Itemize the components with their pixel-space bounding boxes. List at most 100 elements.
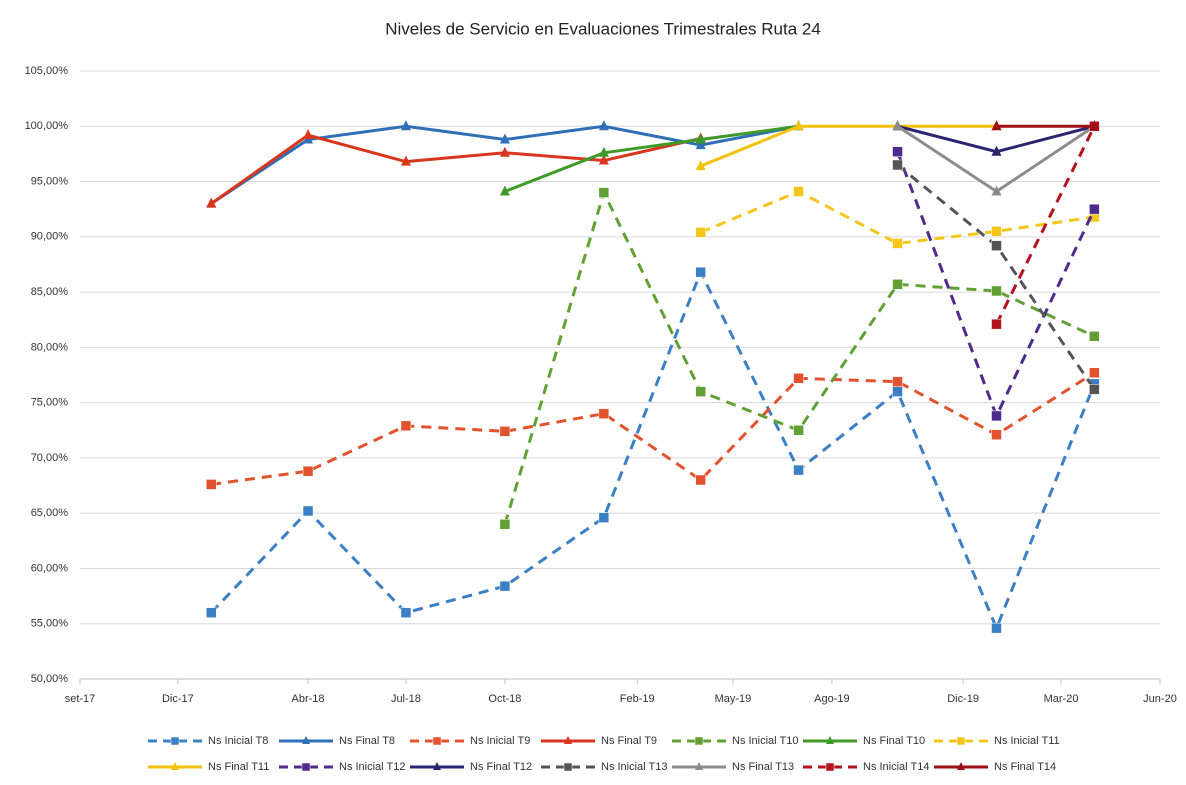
x-tick-label: set-17 bbox=[65, 693, 96, 705]
marker bbox=[892, 386, 903, 397]
marker bbox=[400, 420, 412, 432]
legend-label: Ns Inicial T8 bbox=[208, 735, 268, 747]
marker bbox=[400, 155, 411, 166]
marker bbox=[694, 736, 704, 746]
x-tick-label: Jun-20 bbox=[1143, 693, 1177, 705]
y-tick-label: 70,00% bbox=[31, 452, 69, 464]
marker bbox=[171, 762, 179, 770]
marker bbox=[991, 318, 1002, 330]
marker bbox=[499, 580, 511, 592]
marker bbox=[598, 512, 610, 523]
marker bbox=[302, 505, 314, 517]
y-tick-label: 65,00% bbox=[31, 507, 69, 519]
marker bbox=[499, 133, 510, 144]
series-line bbox=[700, 124, 997, 168]
marker bbox=[301, 762, 311, 772]
y-tick-label: 95,00% bbox=[31, 175, 69, 187]
marker bbox=[1089, 331, 1100, 342]
marker bbox=[892, 120, 903, 131]
marker bbox=[205, 607, 217, 618]
legend-label: Ns Final T14 bbox=[994, 761, 1056, 773]
marker bbox=[695, 133, 706, 144]
y-tick-label: 80,00% bbox=[31, 341, 69, 353]
marker bbox=[695, 139, 706, 150]
legend-label: Ns Inicial T10 bbox=[732, 735, 798, 747]
marker bbox=[825, 762, 835, 772]
marker bbox=[892, 238, 903, 249]
marker bbox=[793, 373, 804, 384]
x-tick-label: Feb-19 bbox=[620, 693, 655, 705]
marker bbox=[991, 145, 1002, 156]
marker bbox=[563, 762, 573, 772]
marker bbox=[892, 159, 903, 171]
marker bbox=[793, 186, 804, 197]
marker bbox=[695, 266, 706, 278]
x-tick-label: Jul-18 bbox=[391, 693, 421, 705]
marker bbox=[956, 736, 966, 746]
series-line bbox=[995, 125, 1096, 325]
y-tick-label: 85,00% bbox=[31, 286, 69, 298]
legend-label: Ns Final T13 bbox=[732, 761, 794, 773]
marker bbox=[1089, 384, 1100, 395]
marker bbox=[991, 429, 1002, 440]
marker bbox=[499, 146, 510, 157]
marker bbox=[205, 479, 217, 490]
y-tick-label: 100,00% bbox=[25, 120, 69, 132]
y-tick-label: 105,00% bbox=[25, 65, 69, 77]
legend-label: Ns Inicial T11 bbox=[994, 735, 1060, 747]
marker bbox=[302, 465, 314, 477]
x-tick-label: Oct-18 bbox=[488, 693, 521, 705]
marker bbox=[1089, 367, 1100, 379]
x-tick-label: Dic-19 bbox=[947, 693, 979, 705]
marker bbox=[695, 227, 706, 238]
marker bbox=[991, 240, 1002, 251]
marker bbox=[695, 386, 706, 397]
marker bbox=[991, 410, 1002, 422]
x-tick-label: Ago-19 bbox=[814, 693, 849, 705]
marker bbox=[499, 185, 510, 196]
marker bbox=[400, 120, 411, 131]
marker bbox=[564, 736, 572, 744]
series-line bbox=[700, 189, 1095, 245]
marker bbox=[892, 146, 903, 157]
legend-label: Ns Final T8 bbox=[339, 735, 395, 747]
legend-label: Ns Final T11 bbox=[208, 761, 269, 773]
y-tick-label: 50,00% bbox=[31, 673, 69, 685]
series-line bbox=[210, 268, 1096, 633]
marker bbox=[991, 120, 1002, 131]
marker bbox=[499, 426, 511, 437]
marker bbox=[598, 408, 610, 419]
marker bbox=[598, 146, 609, 157]
marker bbox=[170, 736, 180, 746]
x-tick-label: Mar-20 bbox=[1044, 693, 1079, 705]
marker bbox=[598, 120, 609, 131]
marker bbox=[957, 762, 965, 770]
chart-title: Niveles de Servicio en Evaluaciones Trim… bbox=[385, 19, 821, 38]
marker bbox=[695, 160, 706, 171]
marker bbox=[432, 736, 442, 746]
series-line bbox=[896, 151, 1096, 420]
legend-label: Ns Final T9 bbox=[601, 735, 657, 747]
marker bbox=[499, 518, 511, 530]
marker bbox=[206, 197, 217, 208]
marker bbox=[598, 187, 610, 198]
marker bbox=[303, 129, 314, 140]
y-tick-label: 55,00% bbox=[31, 618, 69, 630]
marker bbox=[302, 736, 310, 744]
marker bbox=[1089, 120, 1100, 131]
marker bbox=[598, 154, 609, 165]
marker bbox=[991, 285, 1002, 297]
marker bbox=[400, 607, 412, 618]
marker bbox=[793, 464, 804, 476]
marker bbox=[695, 762, 703, 770]
marker bbox=[433, 762, 441, 770]
y-tick-label: 60,00% bbox=[31, 562, 69, 574]
marker bbox=[991, 622, 1002, 634]
marker bbox=[892, 376, 903, 387]
series-line bbox=[211, 371, 1096, 486]
y-tick-label: 75,00% bbox=[31, 397, 69, 409]
x-tick-label: May-19 bbox=[715, 693, 752, 705]
marker bbox=[695, 474, 706, 486]
marker bbox=[793, 120, 804, 131]
